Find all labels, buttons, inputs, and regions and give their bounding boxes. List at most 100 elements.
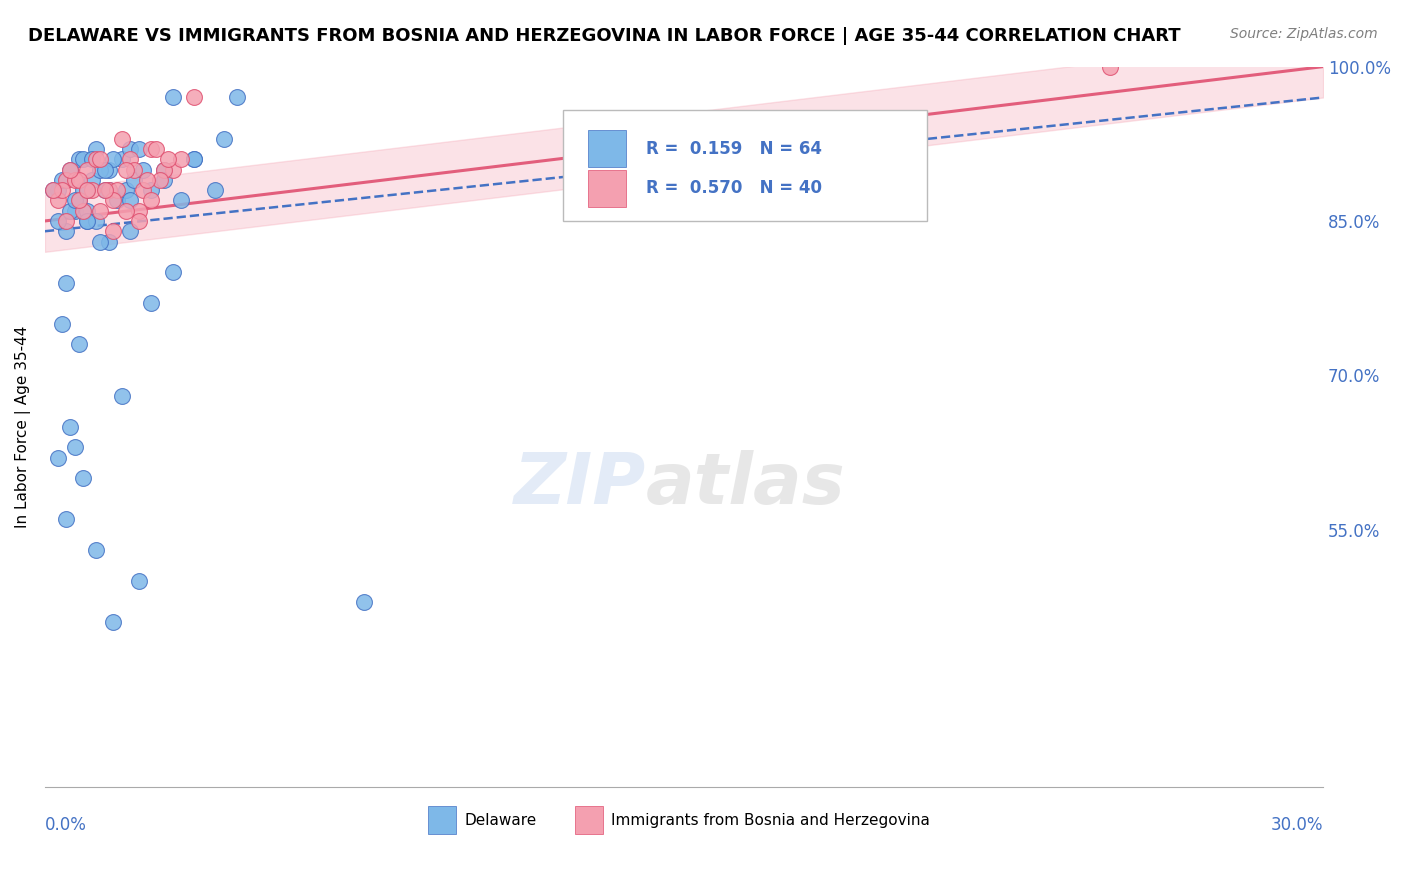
Text: ZIP: ZIP bbox=[513, 450, 645, 519]
Point bbox=[76, 203, 98, 218]
Point bbox=[59, 162, 82, 177]
Point bbox=[128, 203, 150, 218]
Point bbox=[162, 265, 184, 279]
Point bbox=[97, 183, 120, 197]
Point bbox=[124, 162, 146, 177]
Point bbox=[72, 152, 94, 166]
Point bbox=[120, 152, 142, 166]
Point bbox=[89, 162, 111, 177]
Point bbox=[124, 173, 146, 187]
Point bbox=[93, 162, 115, 177]
Bar bbox=[588, 130, 627, 168]
Point bbox=[120, 194, 142, 208]
Point bbox=[59, 419, 82, 434]
Point bbox=[120, 224, 142, 238]
Point bbox=[157, 152, 180, 166]
Point bbox=[153, 162, 176, 177]
FancyBboxPatch shape bbox=[562, 110, 927, 221]
Point bbox=[84, 214, 107, 228]
Point bbox=[105, 183, 128, 197]
Point bbox=[141, 142, 163, 156]
Point bbox=[153, 173, 176, 187]
Point bbox=[141, 194, 163, 208]
Point bbox=[67, 173, 90, 187]
Point bbox=[115, 203, 138, 218]
Point bbox=[59, 203, 82, 218]
Point bbox=[67, 337, 90, 351]
Point bbox=[136, 173, 159, 187]
Point bbox=[76, 162, 98, 177]
Point bbox=[59, 162, 82, 177]
Point bbox=[97, 235, 120, 249]
Point bbox=[93, 183, 115, 197]
Point bbox=[55, 214, 77, 228]
Point bbox=[46, 450, 69, 465]
Point bbox=[132, 162, 155, 177]
Point bbox=[76, 183, 98, 197]
Point bbox=[63, 173, 86, 187]
Point bbox=[46, 194, 69, 208]
Point bbox=[97, 162, 120, 177]
Point bbox=[55, 173, 77, 187]
Point bbox=[84, 152, 107, 166]
Point bbox=[162, 90, 184, 104]
Point bbox=[1099, 60, 1122, 74]
Point bbox=[67, 194, 90, 208]
Point bbox=[89, 152, 111, 166]
Text: 30.0%: 30.0% bbox=[1271, 816, 1323, 834]
Point bbox=[110, 131, 132, 145]
Point bbox=[153, 162, 176, 177]
Point bbox=[141, 183, 163, 197]
Point bbox=[110, 389, 132, 403]
Point bbox=[128, 142, 150, 156]
Point bbox=[170, 194, 193, 208]
Point bbox=[149, 173, 172, 187]
Point bbox=[225, 90, 247, 104]
Text: DELAWARE VS IMMIGRANTS FROM BOSNIA AND HERZEGOVINA IN LABOR FORCE | AGE 35-44 CO: DELAWARE VS IMMIGRANTS FROM BOSNIA AND H… bbox=[28, 27, 1181, 45]
Point bbox=[46, 214, 69, 228]
Point bbox=[51, 317, 73, 331]
Bar bbox=[575, 806, 603, 834]
Point bbox=[101, 224, 124, 238]
Point bbox=[84, 142, 107, 156]
Point bbox=[55, 173, 77, 187]
Point bbox=[101, 615, 124, 630]
Text: Immigrants from Bosnia and Herzegovina: Immigrants from Bosnia and Herzegovina bbox=[612, 813, 929, 828]
Point bbox=[55, 276, 77, 290]
Point bbox=[115, 162, 138, 177]
Point bbox=[170, 152, 193, 166]
Point bbox=[183, 90, 205, 104]
Point bbox=[101, 152, 124, 166]
Point bbox=[93, 183, 115, 197]
Point bbox=[212, 131, 235, 145]
Point bbox=[145, 142, 167, 156]
Text: Delaware: Delaware bbox=[464, 813, 537, 828]
Point bbox=[67, 194, 90, 208]
Point bbox=[89, 203, 111, 218]
Point bbox=[183, 152, 205, 166]
Point bbox=[132, 183, 155, 197]
Point bbox=[72, 183, 94, 197]
Point bbox=[51, 183, 73, 197]
Point bbox=[204, 183, 226, 197]
Text: R =  0.159   N = 64: R = 0.159 N = 64 bbox=[645, 140, 821, 158]
Text: Source: ZipAtlas.com: Source: ZipAtlas.com bbox=[1230, 27, 1378, 41]
Point bbox=[97, 183, 120, 197]
Bar bbox=[429, 806, 457, 834]
Point bbox=[63, 203, 86, 218]
Point bbox=[72, 203, 94, 218]
Point bbox=[76, 214, 98, 228]
Text: R =  0.570   N = 40: R = 0.570 N = 40 bbox=[645, 179, 821, 197]
Bar bbox=[588, 169, 627, 207]
Point bbox=[128, 214, 150, 228]
Point bbox=[80, 173, 103, 187]
Point bbox=[353, 595, 375, 609]
Point bbox=[80, 183, 103, 197]
Point bbox=[46, 183, 69, 197]
Point bbox=[42, 183, 65, 197]
Point bbox=[105, 194, 128, 208]
Text: 0.0%: 0.0% bbox=[45, 816, 87, 834]
Point bbox=[162, 162, 184, 177]
Point bbox=[101, 194, 124, 208]
Point bbox=[67, 152, 90, 166]
